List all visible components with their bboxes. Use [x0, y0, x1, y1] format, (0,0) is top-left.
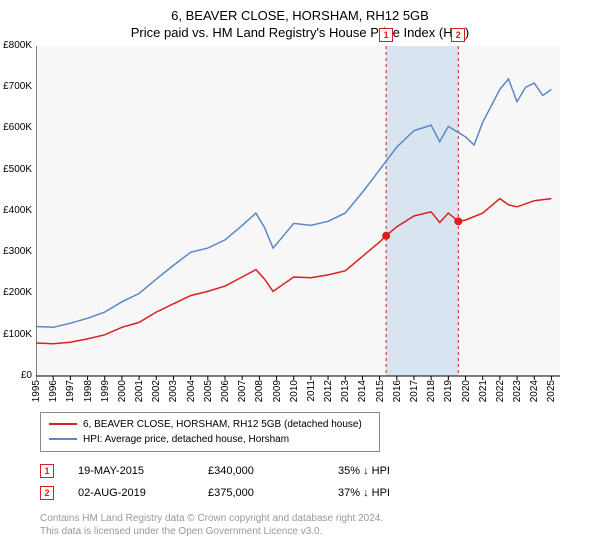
x-axis-label: 2023	[512, 380, 523, 402]
sale-delta-2: 37% ↓ HPI	[338, 487, 468, 499]
x-axis-label: 2003	[168, 380, 179, 402]
legend-box: 6, BEAVER CLOSE, HORSHAM, RH12 5GB (deta…	[40, 412, 380, 452]
x-axis-label: 2002	[151, 380, 162, 402]
chart-area: £0£100K£200K£300K£400K£500K£600K£700K£80…	[36, 46, 596, 406]
y-axis-label: £300K	[0, 246, 32, 257]
x-axis-label: 2001	[134, 380, 145, 402]
x-axis-label: 2025	[546, 380, 557, 402]
x-axis-label: 2000	[117, 380, 128, 402]
x-axis-label: 2017	[409, 380, 420, 402]
footer-line-1: Contains HM Land Registry data © Crown c…	[40, 512, 600, 525]
x-axis-label: 2011	[306, 380, 317, 402]
sale-date-1: 19-MAY-2015	[78, 465, 208, 477]
x-axis-label: 2019	[443, 380, 454, 402]
x-axis-label: 2010	[289, 380, 300, 402]
sale-price-1: £340,000	[208, 465, 338, 477]
sale-marker-1: 1	[40, 464, 54, 478]
sale-marker-box-2: 2	[451, 28, 465, 42]
legend-item-hpi: HPI: Average price, detached house, Hors…	[49, 432, 371, 447]
x-axis-label: 2004	[186, 380, 197, 402]
x-axis-label: 2021	[478, 380, 489, 402]
x-axis-label: 2008	[254, 380, 265, 402]
x-axis-label: 2005	[203, 380, 214, 402]
x-axis-label: 2013	[340, 380, 351, 402]
x-axis-label: 2015	[375, 380, 386, 402]
y-axis-label: £400K	[0, 205, 32, 216]
legend-label-hpi: HPI: Average price, detached house, Hors…	[83, 432, 289, 447]
legend-label-property: 6, BEAVER CLOSE, HORSHAM, RH12 5GB (deta…	[83, 417, 362, 432]
x-axis-label: 2014	[357, 380, 368, 402]
footer-attribution: Contains HM Land Registry data © Crown c…	[40, 512, 600, 538]
x-axis-label: 2022	[495, 380, 506, 402]
x-axis-label: 2024	[529, 380, 540, 402]
y-axis-label: £200K	[0, 287, 32, 298]
x-axis-label: 2009	[272, 380, 283, 402]
y-axis-label: £700K	[0, 81, 32, 92]
sale-row-1: 1 19-MAY-2015 £340,000 35% ↓ HPI	[40, 460, 600, 482]
sales-table: 1 19-MAY-2015 £340,000 35% ↓ HPI 2 02-AU…	[40, 460, 600, 504]
sale-marker-box-1: 1	[379, 28, 393, 42]
y-axis-label: £0	[0, 370, 32, 381]
x-axis-label: 2018	[426, 380, 437, 402]
x-axis-label: 1995	[31, 380, 42, 402]
title-line-2: Price paid vs. HM Land Registry's House …	[0, 25, 600, 42]
sale-marker-2: 2	[40, 486, 54, 500]
x-axis-label: 1996	[48, 380, 59, 402]
x-axis-label: 2007	[237, 380, 248, 402]
sale-row-2: 2 02-AUG-2019 £375,000 37% ↓ HPI	[40, 482, 600, 504]
y-axis-label: £800K	[0, 40, 32, 51]
x-axis-label: 1999	[100, 380, 111, 402]
legend-swatch-property	[49, 423, 77, 425]
y-axis-label: £100K	[0, 329, 32, 340]
sale-date-2: 02-AUG-2019	[78, 487, 208, 499]
chart-title-block: 6, BEAVER CLOSE, HORSHAM, RH12 5GB Price…	[0, 0, 600, 46]
y-axis-label: £500K	[0, 164, 32, 175]
x-axis-label: 2006	[220, 380, 231, 402]
footer-line-2: This data is licensed under the Open Gov…	[40, 525, 600, 538]
x-axis-label: 2020	[461, 380, 472, 402]
title-line-1: 6, BEAVER CLOSE, HORSHAM, RH12 5GB	[0, 8, 600, 25]
x-axis-label: 2012	[323, 380, 334, 402]
y-axis-label: £600K	[0, 122, 32, 133]
x-axis-label: 2016	[392, 380, 403, 402]
x-axis-label: 1998	[83, 380, 94, 402]
sale-price-2: £375,000	[208, 487, 338, 499]
x-axis-label: 1997	[65, 380, 76, 402]
legend-swatch-hpi	[49, 438, 77, 440]
sale-delta-1: 35% ↓ HPI	[338, 465, 468, 477]
legend-item-property: 6, BEAVER CLOSE, HORSHAM, RH12 5GB (deta…	[49, 417, 371, 432]
